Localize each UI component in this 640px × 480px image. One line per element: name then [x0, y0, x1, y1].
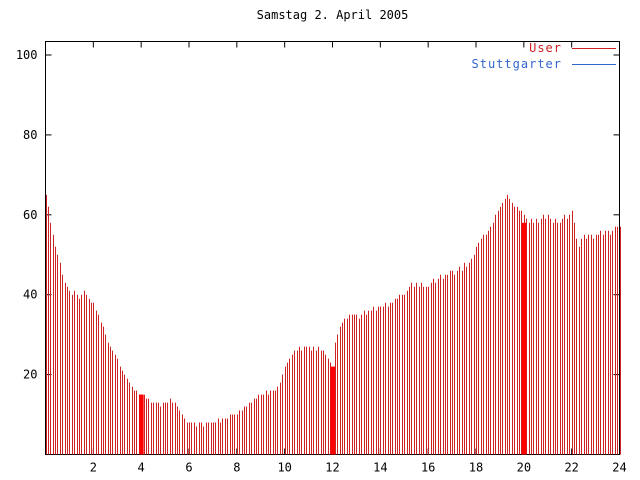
x-tick-label: 8: [233, 461, 240, 475]
chart-title: Samstag 2. April 2005: [256, 8, 409, 22]
y-tick-label: 100: [16, 48, 38, 62]
y-tick-label: 40: [23, 288, 37, 302]
y-tick-label: 60: [23, 208, 37, 222]
legend-label-stuttgarter: Stuttgarter: [471, 57, 562, 71]
x-tick-label: 18: [469, 461, 483, 475]
legend-label-user: User: [529, 41, 562, 55]
x-tick-label: 12: [325, 461, 339, 475]
y-tick-label: 20: [23, 368, 37, 382]
x-tick-label: 20: [517, 461, 531, 475]
legend-item-user: User: [472, 40, 616, 56]
bars-user: [46, 194, 621, 455]
x-tick-label: 10: [277, 461, 291, 475]
legend-line-user-icon: [572, 47, 616, 49]
x-tick-label: 4: [138, 461, 145, 475]
x-tick-label: 14: [373, 461, 387, 475]
x-tick-label: 22: [564, 461, 578, 475]
x-tick-label: 24: [612, 461, 626, 475]
highlight-bars: [139, 222, 527, 455]
legend-item-stuttgarter: Stuttgarter: [472, 56, 616, 72]
x-tick-label: 6: [185, 461, 192, 475]
x-tick-label: 2: [90, 461, 97, 475]
legend-line-stuttgarter-icon: [572, 63, 616, 65]
legend: User Stuttgarter: [472, 40, 616, 72]
x-tick-label: 16: [421, 461, 435, 475]
y-tick-label: 80: [23, 128, 37, 142]
